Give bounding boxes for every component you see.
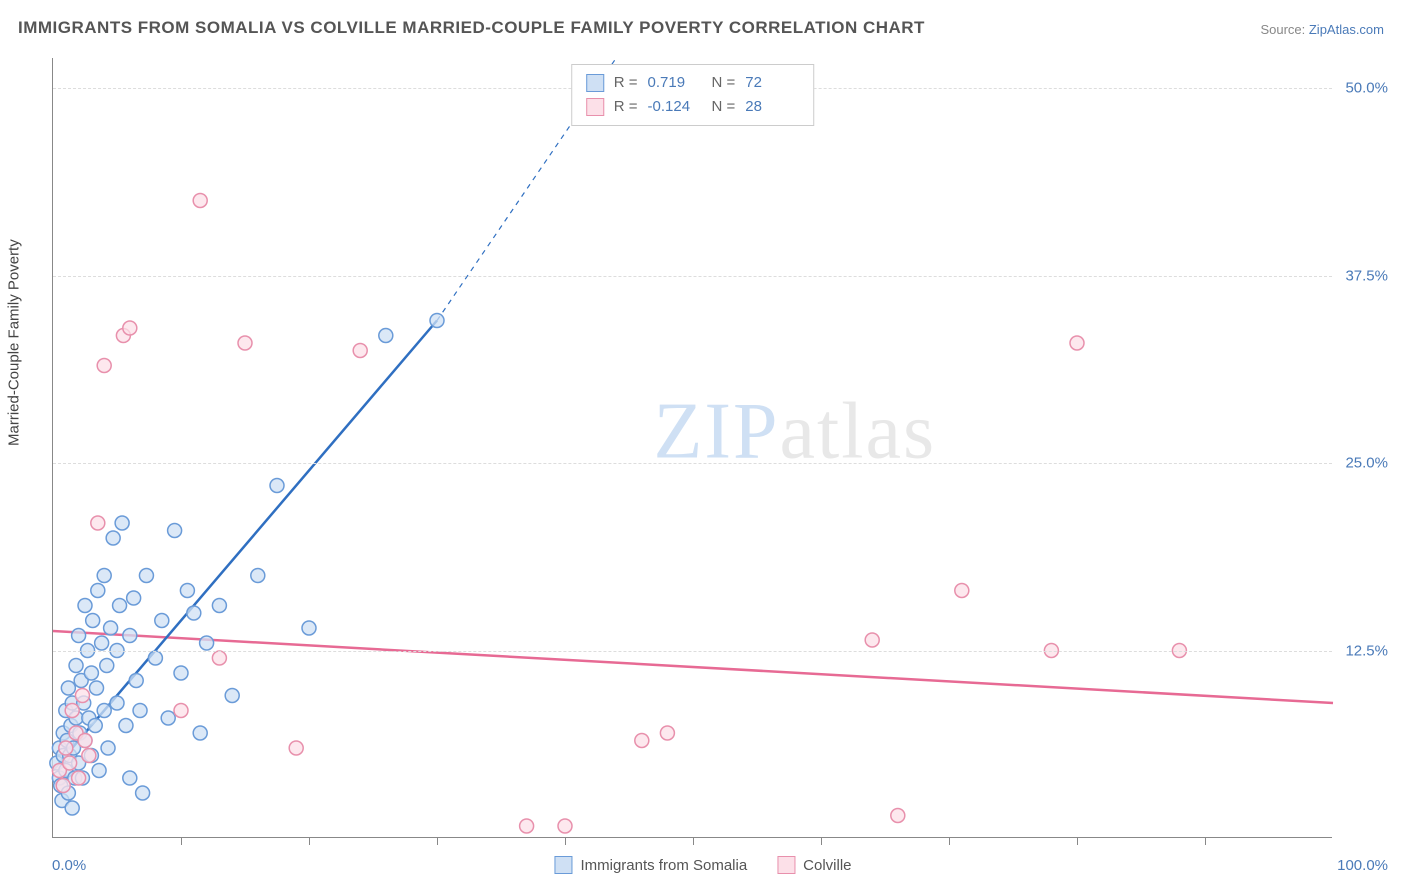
bottom-legend: Immigrants from Somalia Colville — [554, 856, 851, 874]
stats-r-label: R = — [614, 95, 638, 119]
x-axis-min-label: 0.0% — [52, 857, 86, 874]
x-tick — [821, 837, 822, 845]
x-tick — [309, 837, 310, 845]
y-axis-label: Married-Couple Family Poverty — [6, 239, 23, 446]
stats-row-series-b: R = -0.124 N = 28 — [586, 95, 800, 119]
chart-title: IMMIGRANTS FROM SOMALIA VS COLVILLE MARR… — [18, 18, 925, 38]
legend-item-series-b: Colville — [777, 856, 851, 874]
x-axis-max-label: 100.0% — [1337, 857, 1388, 874]
legend-label-series-b: Colville — [803, 857, 851, 874]
x-tick — [949, 837, 950, 845]
stats-r-label: R = — [614, 71, 638, 95]
x-tick — [181, 837, 182, 845]
stats-n-label: N = — [712, 71, 736, 95]
stats-n-label: N = — [712, 95, 736, 119]
legend-label-series-a: Immigrants from Somalia — [580, 857, 747, 874]
source-label: Source: — [1260, 22, 1308, 37]
y-tick-label: 50.0% — [1345, 80, 1388, 97]
gridline-h — [53, 276, 1332, 277]
swatch-series-b — [777, 856, 795, 874]
y-tick-label: 25.0% — [1345, 455, 1388, 472]
x-tick — [437, 837, 438, 845]
x-tick — [565, 837, 566, 845]
y-tick-label: 37.5% — [1345, 267, 1388, 284]
legend-item-series-a: Immigrants from Somalia — [554, 856, 747, 874]
stats-r-value-a: 0.719 — [648, 71, 702, 95]
y-tick-label: 12.5% — [1345, 642, 1388, 659]
chart-container: IMMIGRANTS FROM SOMALIA VS COLVILLE MARR… — [0, 0, 1406, 892]
plot-svg — [53, 58, 1332, 837]
stats-n-value-b: 28 — [745, 95, 799, 119]
x-tick — [693, 837, 694, 845]
x-tick — [1205, 837, 1206, 845]
x-tick — [1077, 837, 1078, 845]
plot-area: ZIPatlas R = 0.719 N = 72 R = -0.124 N =… — [52, 58, 1332, 838]
stats-legend-box: R = 0.719 N = 72 R = -0.124 N = 28 — [571, 64, 815, 126]
stats-n-value-a: 72 — [745, 71, 799, 95]
source-attribution: Source: ZipAtlas.com — [1260, 22, 1384, 37]
gridline-h — [53, 463, 1332, 464]
stats-r-value-b: -0.124 — [648, 95, 702, 119]
gridline-h — [53, 651, 1332, 652]
swatch-series-a — [586, 74, 604, 92]
source-link[interactable]: ZipAtlas.com — [1309, 22, 1384, 37]
swatch-series-b — [586, 98, 604, 116]
swatch-series-a — [554, 856, 572, 874]
stats-row-series-a: R = 0.719 N = 72 — [586, 71, 800, 95]
